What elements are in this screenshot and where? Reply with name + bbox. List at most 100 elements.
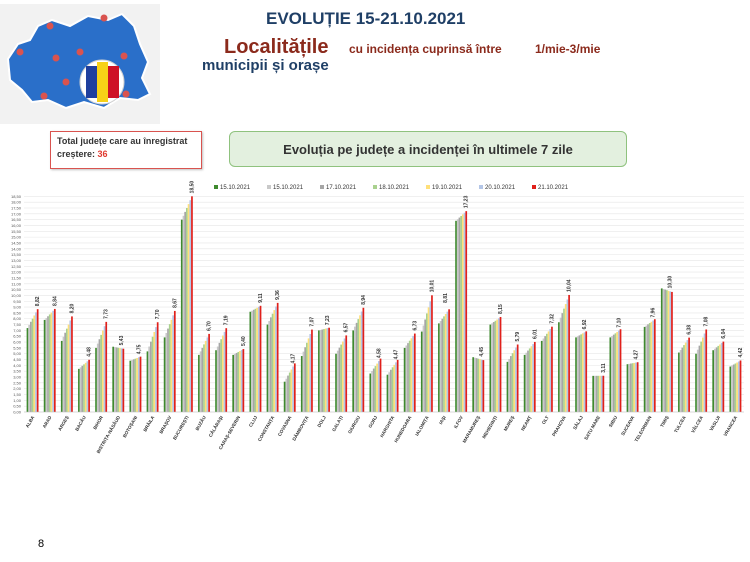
bar [53,308,56,412]
bar [48,314,51,412]
bar [259,305,262,412]
bar [326,328,329,412]
bar [36,309,39,412]
data-label: 7,19 [224,315,230,325]
data-label: 6,92 [582,319,588,329]
bar [216,346,219,412]
bar [448,309,450,412]
bar [480,359,483,412]
bar [101,330,104,412]
bar [722,341,725,412]
bar [304,347,307,412]
data-label: 5,79 [515,332,521,342]
bar [206,337,209,412]
subtitle-localitati: Localitățile [224,36,329,58]
bar [62,336,65,412]
y-tick-label: 13,00 [11,258,22,263]
data-label: 8,82 [35,296,41,306]
bar [671,291,673,412]
bar [232,354,235,412]
bar [705,329,708,412]
bar [508,358,511,412]
data-label: 4,75 [136,344,142,354]
data-label: 7,73 [104,309,110,319]
bar [594,375,596,412]
bar [198,354,200,412]
bar [516,344,519,412]
bar [393,364,396,412]
y-tick-label: 12,00 [11,270,22,275]
legend-label: 20.10.2021 [485,185,516,191]
bar [561,313,564,412]
bar [544,336,547,412]
y-tick-label: 0,50 [13,404,22,409]
bar [684,342,687,412]
bar [575,337,577,412]
bar [199,351,202,412]
bar [636,362,639,412]
data-label: 4,45 [479,347,485,357]
bar [551,326,553,412]
bar [328,327,330,412]
page-number: 8 [38,538,45,550]
category-label: NEAMȚ [520,415,533,432]
bar [336,350,339,412]
bar [33,315,36,412]
category-label: PRAHOVA [551,414,567,437]
bar [444,313,447,412]
bar [499,316,502,412]
bar [426,313,428,412]
data-label: 4,58 [376,348,382,358]
category-label: BRAȘOV [158,414,173,435]
bar [540,340,543,412]
bar [338,347,341,412]
bar [148,346,151,412]
bar [324,328,327,412]
legend-label: 19.10.2021 [432,185,463,191]
y-tick-label: 6,00 [13,340,22,345]
bar [131,360,133,412]
bar [391,367,394,412]
bar [595,375,598,412]
bar [235,352,238,412]
subtitle-incidence-text: cu incidența cuprinsă între [349,42,502,56]
bar [703,333,706,412]
bar [47,316,49,412]
bar [715,347,718,412]
bar [69,320,72,412]
data-label: 6,73 [412,321,418,331]
y-tick-label: 17,50 [11,205,22,210]
bar [660,288,663,412]
data-label: 8,94 [361,295,367,305]
y-tick-label: 14,50 [11,240,22,245]
bar [729,366,732,412]
y-tick-label: 4,50 [13,357,22,362]
bar [698,345,701,412]
bar [443,316,445,412]
category-label: IALOMIȚA [414,414,430,436]
bar [189,200,192,412]
category-label: ARGEȘ [57,415,70,432]
data-label: 5,40 [241,336,247,346]
data-label: 8,81 [443,293,449,303]
bar [396,359,399,412]
bar [119,348,121,412]
legend-swatch [426,185,430,189]
bar [585,331,588,412]
legend-label: 15.10.2021 [273,185,304,191]
bar [681,347,684,412]
bar [117,347,120,412]
bar [186,207,188,412]
bar [105,321,108,412]
category-label: TIMIȘ [659,415,670,429]
y-tick-label: 7,50 [13,322,22,327]
bar [431,295,433,412]
bar [60,340,63,412]
bar [377,361,380,412]
bar [287,375,289,412]
bar [273,310,276,412]
bar [563,308,565,412]
bar [523,354,526,412]
bar [455,220,457,412]
bar [283,381,286,412]
